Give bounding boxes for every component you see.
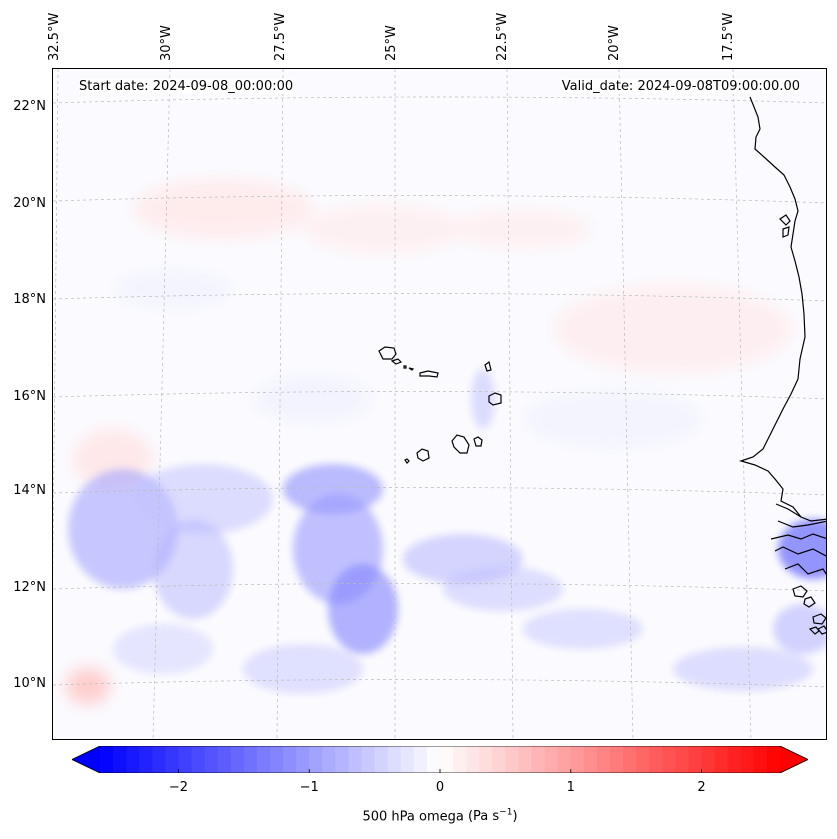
colorbar-bin — [426, 746, 441, 773]
latitude-label: 12°N — [13, 580, 46, 595]
colorbar-bin — [753, 746, 768, 773]
colorbar-bin — [113, 746, 127, 773]
colorbar-bin — [583, 746, 598, 773]
graticule — [53, 69, 826, 739]
colorbar-tick-label: −1 — [299, 780, 319, 795]
colorbar-extend-min — [72, 746, 100, 773]
latitude-label: 22°N — [13, 99, 46, 114]
colorbar-bin — [740, 746, 755, 773]
colorbar-bin — [400, 746, 415, 773]
colorbar-bin — [243, 746, 258, 773]
colorbar-bin — [126, 746, 140, 773]
valid-date-label: Valid_date: 2024-09-08T09:00:00.00 — [561, 79, 800, 94]
colorbar-bin — [387, 746, 402, 773]
colorbar-bin — [191, 746, 206, 773]
colorbar-bin — [165, 746, 179, 773]
island-boa-vista — [488, 392, 502, 406]
latitude-label: 18°N — [13, 292, 46, 307]
colorbar-bin — [570, 746, 585, 773]
colorbar-bin — [714, 746, 729, 773]
colorbar-bin — [204, 746, 219, 773]
colorbar-bin — [727, 746, 742, 773]
colorbar-bin — [544, 746, 559, 773]
colorbar-tick-label: 2 — [697, 780, 706, 795]
colorbar-bin — [466, 746, 480, 773]
colorbar-bin — [283, 746, 297, 773]
colorbar-bin — [518, 746, 533, 773]
colorbar-units: (Pa s−1) — [467, 808, 518, 825]
colorbar-tick-label: 1 — [566, 780, 575, 795]
colorbar-bin — [296, 746, 310, 773]
island-sao-vicente — [390, 358, 403, 365]
longitude-label: 17.5°W — [721, 12, 736, 61]
longitude-label: 27.5°W — [273, 12, 288, 61]
colorbar-bin — [309, 746, 323, 773]
africa-coastline — [738, 96, 826, 635]
colorbar-bin — [766, 746, 781, 773]
colorbar-bin — [322, 746, 336, 773]
island-santa-luzia — [403, 365, 407, 369]
colorbar-tick-label: 0 — [435, 780, 445, 795]
colorbar-bin — [335, 746, 349, 773]
longitude-label: 25°W — [384, 25, 399, 61]
colorbar-bin — [636, 746, 650, 773]
colorbar-bin — [492, 746, 506, 773]
colorbar-bin — [623, 746, 637, 773]
colorbar-tick-label: −2 — [168, 780, 189, 795]
latitude-label: 14°N — [13, 483, 46, 498]
cape-verde-islands — [378, 346, 502, 464]
colorbar-bin — [348, 746, 363, 773]
colorbar-bin — [374, 746, 389, 773]
colorbar-bin — [178, 746, 193, 773]
longitude-label: 22.5°W — [495, 12, 510, 61]
colorbar-bin — [701, 746, 716, 773]
colorbar-bin — [675, 746, 689, 773]
latitude-label: 10°N — [13, 676, 46, 691]
island-fogo — [416, 448, 430, 462]
colorbar-bin — [100, 746, 114, 773]
longitude-label: 32.5°W — [47, 12, 62, 61]
colorbar-bin — [453, 746, 467, 773]
colorbar-bin — [440, 746, 454, 773]
colorbar-bin — [610, 746, 624, 773]
island-maio — [473, 436, 483, 447]
colorbar-bin — [688, 746, 703, 773]
latitude-label: 16°N — [13, 389, 46, 404]
omega-field-map — [53, 69, 826, 739]
colorbar-bin — [361, 746, 376, 773]
colorbar-bin — [649, 746, 663, 773]
colorbar-bin — [596, 746, 611, 773]
island-santo-antao — [378, 346, 397, 360]
colorbar-variable: 500 hPa omega — [362, 809, 464, 825]
colorbar-bin — [152, 746, 166, 773]
colorbar-bin — [505, 746, 519, 773]
colorbar-bin — [479, 746, 493, 773]
colorbar-bin — [413, 746, 428, 773]
island-islet — [408, 367, 415, 371]
colorbar-extend-max — [780, 746, 808, 773]
island-sal — [484, 360, 492, 372]
negative-omega-bands — [68, 369, 826, 694]
map-panel: Start date: 2024-09-08_00:00:00 Valid_da… — [52, 68, 827, 740]
colorbar-label: 500 hPa omega (Pa s−1) — [0, 808, 837, 824]
longitude-label: 20°W — [607, 25, 622, 61]
start-date-label: Start date: 2024-09-08_00:00:00 — [79, 79, 294, 94]
latitude-label: 20°N — [13, 196, 46, 211]
colorbar-bin — [230, 746, 245, 773]
omega-field-background — [66, 179, 793, 704]
island-santiago — [451, 434, 470, 454]
colorbar-bin — [557, 746, 572, 773]
colorbar-bin — [662, 746, 676, 773]
colorbar — [72, 746, 808, 773]
island-brava — [404, 458, 410, 464]
island-sao-nicolau — [419, 370, 439, 378]
colorbar-bin — [531, 746, 546, 773]
colorbar-bin — [217, 746, 232, 773]
colorbar-bin — [270, 746, 284, 773]
colorbar-bin — [256, 746, 271, 773]
colorbar-bin — [139, 746, 153, 773]
longitude-label: 30°W — [159, 25, 174, 61]
